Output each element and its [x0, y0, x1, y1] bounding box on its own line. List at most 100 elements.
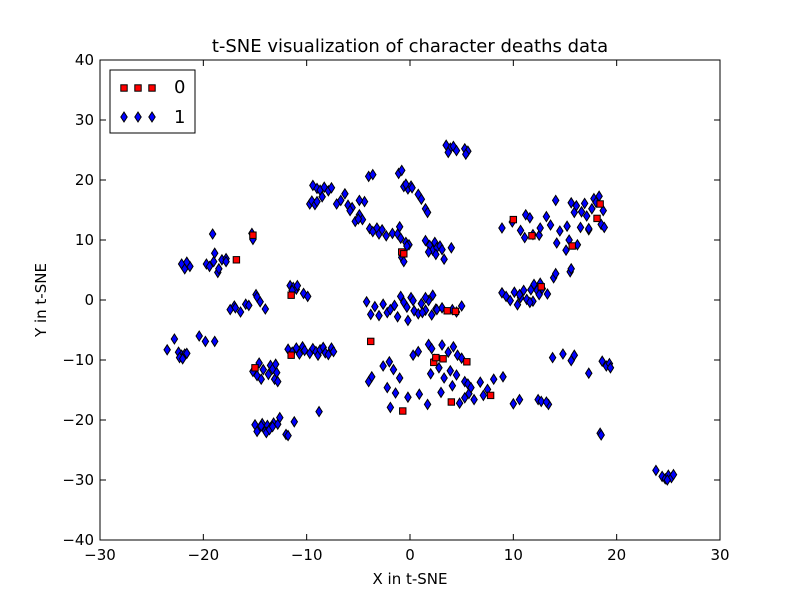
data-point-class-1	[208, 228, 217, 240]
data-point-class-1	[396, 232, 405, 245]
data-point-class-1	[599, 204, 608, 217]
x-tick-label: −20	[188, 546, 220, 564]
data-point-class-1	[522, 293, 531, 306]
data-point-class-1	[259, 363, 268, 376]
data-point-class-0	[528, 232, 536, 240]
data-point-class-1	[295, 348, 304, 360]
data-point-class-1	[521, 208, 530, 221]
data-point-class-1	[572, 199, 581, 212]
data-point-class-1	[215, 262, 223, 275]
data-point-class-1	[652, 464, 660, 477]
data-point-class-1	[397, 164, 406, 177]
data-point-class-1	[588, 202, 596, 215]
data-point-class-1	[542, 396, 551, 408]
data-point-class-1	[584, 367, 593, 380]
legend-markers	[120, 84, 156, 123]
legend-marker-class-1	[148, 111, 156, 123]
data-point-class-1	[427, 309, 436, 321]
data-point-class-1	[409, 349, 417, 362]
data-point-class-1	[313, 195, 321, 208]
x-tick-label: −30	[84, 546, 116, 564]
data-point-class-1	[597, 429, 605, 441]
y-tick-label: −10	[62, 351, 94, 369]
data-point-class-1	[355, 194, 364, 207]
data-point-class-1	[447, 241, 456, 254]
data-point-class-1	[201, 335, 210, 348]
data-point-class-1	[606, 361, 615, 374]
data-point-class-1	[409, 294, 417, 307]
legend-marker-class-0	[134, 84, 142, 92]
data-point-class-0	[447, 398, 456, 406]
data-marks	[163, 139, 678, 486]
y-tick-label: −30	[62, 471, 94, 489]
data-point-class-1	[315, 405, 323, 418]
data-point-class-1	[444, 346, 453, 359]
data-point-class-1	[428, 289, 437, 302]
data-point-class-1	[440, 253, 448, 266]
data-point-class-1	[563, 220, 571, 233]
data-point-class-1	[582, 210, 591, 222]
data-point-class-0	[287, 291, 295, 299]
data-point-class-1	[256, 295, 264, 308]
data-point-class-1	[444, 146, 453, 159]
data-point-class-1	[510, 286, 519, 299]
y-tick-label: 10	[75, 231, 94, 249]
data-point-class-0	[537, 283, 545, 291]
data-point-class-1	[515, 288, 524, 301]
data-point-class-1	[178, 352, 187, 365]
data-point-class-1	[329, 345, 338, 358]
legend-marker-class-1	[134, 111, 142, 123]
data-point-class-1	[403, 301, 411, 314]
data-point-class-1	[379, 360, 387, 372]
data-point-class-1	[567, 262, 575, 275]
data-point-class-1	[426, 367, 435, 380]
data-point-class-1	[455, 397, 464, 410]
chart-title: t-SNE visualization of character deaths …	[212, 36, 608, 57]
data-point-class-1	[391, 387, 400, 399]
data-point-class-1	[452, 369, 461, 381]
data-point-class-1	[556, 225, 564, 237]
x-tick-label: −10	[291, 546, 323, 564]
data-point-class-1	[404, 391, 412, 404]
data-point-class-1	[273, 375, 282, 388]
data-point-class-1	[440, 372, 448, 384]
data-point-class-1	[290, 415, 299, 428]
data-point-class-1	[402, 178, 410, 191]
data-point-class-1	[470, 393, 478, 406]
data-point-class-1	[379, 298, 387, 311]
data-point-class-1	[385, 355, 394, 368]
data-point-class-1	[378, 223, 386, 236]
data-point-class-1	[536, 222, 544, 234]
data-point-class-1	[546, 219, 555, 231]
data-point-class-1	[600, 221, 609, 234]
data-point-class-1	[543, 288, 552, 300]
data-point-class-1	[293, 279, 302, 292]
data-point-class-1	[408, 181, 416, 194]
data-point-class-1	[669, 468, 678, 481]
data-point-class-1	[303, 290, 312, 303]
data-point-class-0	[251, 364, 259, 372]
x-tick-label: 10	[504, 546, 523, 564]
y-tick-label: −40	[62, 531, 94, 549]
data-point-class-1	[327, 181, 336, 194]
data-point-class-1	[415, 388, 424, 401]
data-point-class-1	[489, 373, 498, 386]
data-point-class-1	[421, 291, 430, 304]
data-point-class-1	[449, 340, 458, 353]
data-point-class-1	[577, 205, 586, 218]
data-point-class-1	[437, 386, 445, 399]
data-point-class-1	[424, 246, 433, 258]
data-point-class-1	[257, 373, 265, 386]
data-point-class-1	[183, 347, 191, 360]
data-point-class-1	[210, 335, 219, 348]
data-point-class-1	[324, 348, 333, 361]
data-point-class-1	[395, 372, 404, 384]
data-point-class-1	[253, 425, 261, 438]
x-axis-label: X in t-SNE	[373, 570, 448, 588]
data-point-class-1	[542, 210, 551, 223]
data-point-class-1	[414, 345, 423, 358]
data-point-class-1	[520, 231, 529, 244]
data-point-class-0	[439, 355, 447, 363]
x-tick-label: 0	[405, 546, 415, 564]
